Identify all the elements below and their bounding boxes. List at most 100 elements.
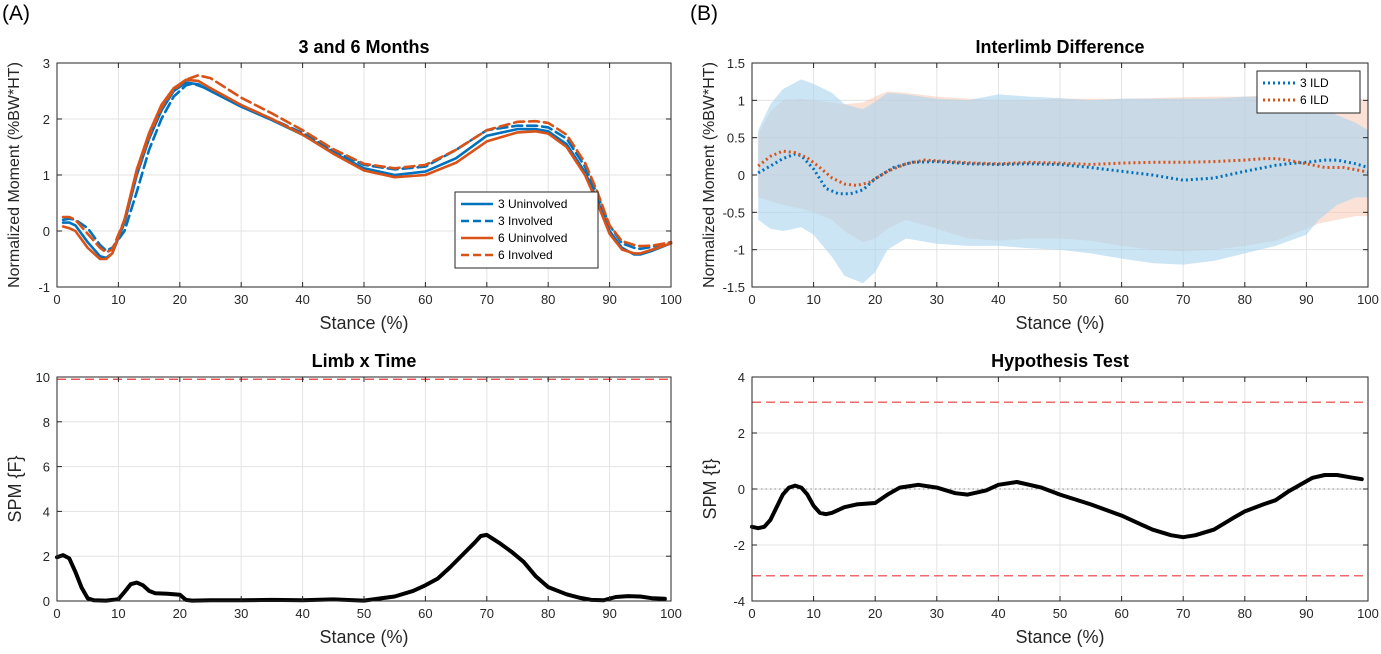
ild-ytick-label: 1 <box>738 93 745 108</box>
ttest-xtick-label: 30 <box>930 606 944 621</box>
moments-ytick-label: 0 <box>43 224 50 239</box>
ild-ytick-label: -0.5 <box>723 205 745 220</box>
ild-title: Interlimb Difference <box>975 37 1144 57</box>
ild-legend-label-0: 3 ILD <box>1300 76 1329 90</box>
anova-ytick-label: 10 <box>36 370 50 385</box>
ttest-ylabel: SPM {t} <box>700 458 720 519</box>
ttest-xtick-label: 40 <box>991 606 1005 621</box>
moments-xlabel: Stance (%) <box>319 313 408 333</box>
ild-xtick-label: 90 <box>1299 292 1313 307</box>
anova-xlabel: Stance (%) <box>319 627 408 647</box>
anova-xtick-label: 10 <box>111 606 125 621</box>
anova-ytick-label: 8 <box>43 415 50 430</box>
ild-ytick-label: -1.5 <box>723 280 745 295</box>
moments-xtick-label: 90 <box>602 292 616 307</box>
ttest-xtick-label: 10 <box>806 606 820 621</box>
ttest-xtick-label: 70 <box>1176 606 1190 621</box>
anova-ytick-label: 6 <box>43 460 50 475</box>
panel-a-label: (A) <box>2 2 30 25</box>
moments-xtick-label: 0 <box>53 292 60 307</box>
moments-legend-label-1: 3 Involved <box>498 214 553 228</box>
ttest-xtick-label: 0 <box>748 606 755 621</box>
ild-series-0-line <box>757 152 1369 196</box>
ild-ytick-label: -1 <box>733 243 745 258</box>
moments-legend-label-2: 6 Uninvolved <box>498 231 567 245</box>
ild-legend: 3 ILD 6 ILD <box>1256 70 1361 114</box>
ttest-ytick-label: 2 <box>738 426 745 441</box>
anova-xtick-label: 70 <box>480 606 494 621</box>
moments-legend-label-3: 6 Involved <box>498 248 553 262</box>
ttest-xtick-label: 100 <box>1357 606 1379 621</box>
ild-xtick-label: 0 <box>748 292 755 307</box>
anova-xtick-label: 60 <box>418 606 432 621</box>
ild-xtick-label: 60 <box>1114 292 1128 307</box>
ttest-ytick-label: 0 <box>738 482 745 497</box>
anova-ylabel: SPM {F} <box>5 455 25 522</box>
ttest-ytick-label: -4 <box>733 594 745 609</box>
moments-series-3-line <box>61 74 673 254</box>
moments-xtick-label: 10 <box>111 292 125 307</box>
anova-xtick-label: 40 <box>295 606 309 621</box>
ttest-ytick-label: -2 <box>733 538 745 553</box>
moments-xtick-label: 60 <box>418 292 432 307</box>
moments-legend-label-0: 3 Uninvolved <box>498 197 567 211</box>
ttest-xtick-label: 80 <box>1238 606 1252 621</box>
anova-chart: 0 10 20 30 40 50 60 70 80 90 100 0 2 4 6 8 10 Limb x Time… <box>5 351 682 647</box>
ttest-xtick-label: 90 <box>1299 606 1313 621</box>
ild-ylabel: Normalized Moment (%BW*HT) <box>701 62 718 288</box>
anova-xtick-label: 80 <box>541 606 555 621</box>
ild-xtick-label: 70 <box>1176 292 1190 307</box>
moments-ytick-label: -1 <box>38 280 50 295</box>
ild-band-1 <box>758 79 1368 284</box>
ild-ytick-label: 0.5 <box>727 131 745 146</box>
moments-xtick-label: 50 <box>357 292 371 307</box>
anova-xtick-label: 50 <box>357 606 371 621</box>
moments-xtick-label: 80 <box>541 292 555 307</box>
ttest-ytick-label: 4 <box>738 370 745 385</box>
anova-ytick-label: 0 <box>43 594 50 609</box>
anova-xtick-label: 0 <box>53 606 60 621</box>
ild-ytick-label: 0 <box>738 168 745 183</box>
moments-title: 3 and 6 Months <box>298 37 429 57</box>
moments-ylabel: Normalized Moment (%BW*HT) <box>6 62 23 288</box>
ild-xtick-label: 20 <box>868 292 882 307</box>
ild-xtick-label: 40 <box>991 292 1005 307</box>
moments-xtick-label: 70 <box>480 292 494 307</box>
ild-xtick-label: 50 <box>1053 292 1067 307</box>
anova-xtick-label: 100 <box>660 606 682 621</box>
ttest-xtick-label: 50 <box>1053 606 1067 621</box>
anova-title: Limb x Time <box>312 351 417 371</box>
ild-ytick-label: 1.5 <box>727 56 745 71</box>
ttest-xtick-label: 60 <box>1114 606 1128 621</box>
ild-series-1-line <box>757 149 1369 187</box>
ttest-xlabel: Stance (%) <box>1015 627 1104 647</box>
ild-legend-box <box>1256 70 1361 114</box>
anova-series-0-line <box>55 532 667 603</box>
anova-ytick-label: 4 <box>43 504 50 519</box>
ild-legend-label-1: 6 ILD <box>1300 93 1329 107</box>
ttest-series-0-line <box>750 473 1364 540</box>
panel-b-label: (B) <box>690 2 718 25</box>
ild-xtick-label: 80 <box>1238 292 1252 307</box>
moments-ytick-label: 2 <box>43 112 50 127</box>
ttest-xtick-label: 20 <box>868 606 882 621</box>
ttest-chart: 0 10 20 30 40 50 60 70 80 90 100 -4 -2 0 2 4 Hypothesis … <box>700 351 1379 647</box>
moments-xtick-label: 100 <box>660 292 682 307</box>
ttest-title: Hypothesis Test <box>991 351 1129 371</box>
anova-xtick-label: 30 <box>234 606 248 621</box>
ild-xlabel: Stance (%) <box>1015 313 1104 333</box>
anova-xtick-label: 90 <box>602 606 616 621</box>
moments-xtick-label: 20 <box>173 292 187 307</box>
moments-series-2-line <box>61 78 673 261</box>
moments-xtick-label: 30 <box>234 292 248 307</box>
ild-xtick-label: 30 <box>930 292 944 307</box>
ild-xtick-label: 10 <box>806 292 820 307</box>
moments-ytick-label: 1 <box>43 168 50 183</box>
anova-xtick-label: 20 <box>173 606 187 621</box>
anova-ytick-label: 2 <box>43 549 50 564</box>
ild-chart: 0 10 20 30 40 50 60 70 80 90 100 -1.5 -1 -0.5 0 0.5 1 1.5… <box>701 37 1379 333</box>
moments-ytick-label: 3 <box>43 56 50 71</box>
